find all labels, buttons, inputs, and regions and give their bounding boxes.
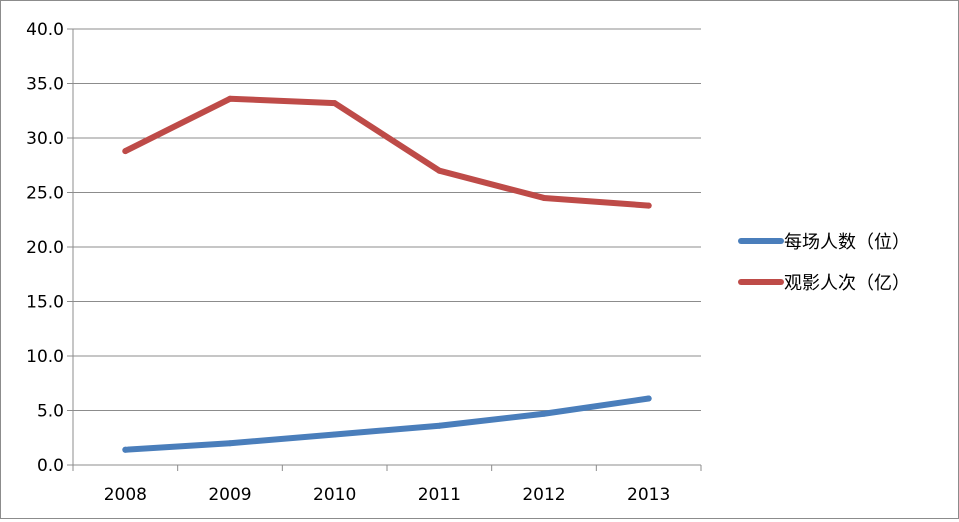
data-point — [436, 422, 443, 429]
axes — [67, 28, 702, 471]
x-tick-label: 2011 — [418, 485, 461, 505]
data-point — [436, 167, 443, 174]
x-tick-label: 2010 — [313, 485, 356, 505]
data-point — [227, 95, 233, 102]
x-tick-label: 2008 — [104, 485, 147, 505]
y-tick-label: 15.0 — [26, 293, 64, 313]
y-tick-label: 30.0 — [26, 129, 64, 149]
y-tick-label: 40.0 — [26, 20, 64, 40]
x-tick-label: 2009 — [208, 485, 251, 505]
data-point — [331, 431, 338, 438]
data-point — [541, 194, 547, 201]
gridlines — [73, 28, 701, 411]
data-point — [227, 440, 233, 447]
series-lines — [122, 95, 652, 453]
x-tick-label: 2012 — [522, 485, 565, 505]
y-tick-label: 10.0 — [26, 347, 64, 367]
y-tick-label: 25.0 — [26, 184, 64, 204]
y-tick-label: 20.0 — [26, 238, 64, 258]
legend-label: 每场人数（位） — [784, 232, 910, 253]
x-tick-labels: 2008 2009 2010 2011 2012 2013 — [104, 485, 671, 505]
data-point — [645, 202, 652, 209]
data-point — [122, 446, 129, 453]
data-point — [541, 410, 547, 417]
x-tick-label: 2013 — [627, 485, 670, 505]
y-tick-label: 35.0 — [26, 75, 64, 95]
y-tick-labels: 0.0 5.0 10.0 15.0 20.0 25.0 30.0 35.0 40.0 — [26, 20, 64, 476]
series-line-0 — [122, 395, 652, 453]
y-tick-label: 0.0 — [37, 456, 64, 476]
legend-label: 观影人次（亿） — [784, 273, 910, 294]
data-point — [645, 395, 652, 402]
data-point — [331, 100, 338, 107]
legend: 每场人数（位） 观影人次（亿） — [738, 232, 910, 294]
y-tick-label: 5.0 — [37, 402, 64, 422]
data-point — [122, 148, 129, 155]
series-line-1 — [122, 95, 652, 209]
